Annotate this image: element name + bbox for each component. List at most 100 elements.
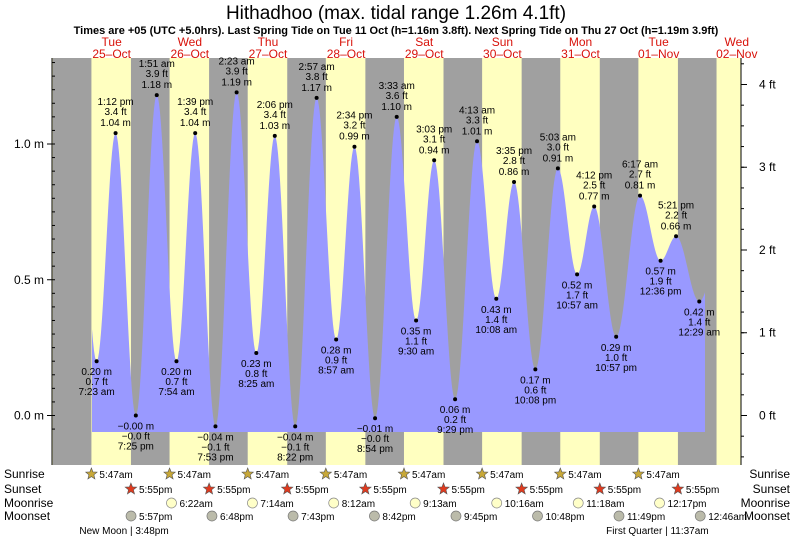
moonset-icon <box>450 510 462 522</box>
extreme-ft: 2.2 ft <box>665 210 687 221</box>
extreme-ft: 0.8 ft <box>245 369 267 380</box>
extreme-ft: 3.9 ft <box>226 66 248 77</box>
tide-curve <box>92 92 705 432</box>
sunset-time: 5:55pm <box>139 485 172 496</box>
extreme-ft: 0.7 ft <box>165 377 187 388</box>
extreme-time: 10:57 pm <box>595 363 637 374</box>
moonrise-time: 7:14am <box>260 499 293 510</box>
sunset-time: 5:55pm <box>217 485 250 496</box>
sunrise-time: 5:47am <box>568 470 601 481</box>
day-labels: Tue25–OctWed26–OctThu27–OctFri28–OctSat2… <box>92 35 757 61</box>
day-name: Wed <box>178 35 202 49</box>
moonset-time: 7:43pm <box>301 512 334 523</box>
row-label-right: Moonrise <box>741 496 791 510</box>
sunrise-icon <box>553 467 567 480</box>
extreme-m: 0.86 m <box>499 167 530 178</box>
sunset-icon <box>437 482 450 495</box>
extreme-dot <box>592 204 597 209</box>
sunset-icon <box>671 482 685 495</box>
moonset-icon <box>694 510 706 522</box>
tick-label-ft: 1 ft <box>759 326 776 340</box>
day-name: Wed <box>725 35 749 49</box>
extreme-ft: 1.0 ft <box>605 353 627 364</box>
moonrise-time: 8:12am <box>342 499 375 510</box>
moonrise-icon <box>654 497 665 509</box>
extreme-time: 7:53 pm <box>197 452 233 463</box>
extreme-m: 0.94 m <box>419 145 450 156</box>
extreme-time: 8:54 pm <box>357 444 393 455</box>
extreme-dot <box>94 359 99 364</box>
moonset-icon <box>206 510 218 522</box>
extreme-dot <box>373 416 378 421</box>
extreme-ft: 0.6 ft <box>524 385 546 396</box>
tick-label-m: 1.0 m <box>14 137 44 151</box>
extreme-m: −0.00 m <box>118 422 154 433</box>
extreme-time: 2:57 am <box>299 62 335 73</box>
extreme-dot <box>193 131 198 136</box>
day-name: Tue <box>102 35 123 49</box>
extreme-time: 10:08 pm <box>515 395 557 406</box>
extreme-time: 5:21 pm <box>658 200 694 211</box>
extreme-time: 3:03 pm <box>416 124 452 135</box>
extreme-dot <box>475 139 480 144</box>
moonrise-icon <box>328 497 340 509</box>
extreme-m: 1.01 m <box>462 126 493 137</box>
extreme-ft: −0.0 ft <box>361 434 389 445</box>
sunset-time: 5:55pm <box>608 485 641 496</box>
extreme-m: 0.29 m <box>601 343 632 354</box>
extreme-m: 1.18 m <box>141 80 172 91</box>
row-label-right: Sunset <box>753 482 791 496</box>
row-label-left: Moonrise <box>4 496 54 510</box>
extreme-ft: 3.4 ft <box>264 110 286 121</box>
sunrise-time: 5:47am <box>256 470 289 481</box>
extreme-dot <box>113 131 118 136</box>
extreme-ft: −0.0 ft <box>122 432 150 443</box>
extreme-time: 3:35 pm <box>496 146 532 157</box>
chart-subtitle: Times are +05 (UTC +5.0hrs). Last Spring… <box>74 25 719 37</box>
extreme-ft: 1.4 ft <box>688 317 710 328</box>
extreme-m: 0.06 m <box>440 405 471 416</box>
extreme-ft: 3.8 ft <box>305 72 327 83</box>
extreme-dot <box>394 114 399 119</box>
moonrise-time: 10:16am <box>505 499 544 510</box>
sunset-time: 5:55pm <box>295 485 328 496</box>
extreme-time: 7:23 am <box>79 387 115 398</box>
extreme-time: 7:54 am <box>158 387 194 398</box>
sunrise-icon <box>397 467 411 480</box>
moonrise-time: 12:17pm <box>668 499 707 510</box>
extreme-time: 9:30 am <box>398 346 434 357</box>
extreme-dot <box>414 318 419 323</box>
sunset-icon <box>280 482 294 495</box>
moonrise-icon <box>166 497 177 509</box>
extreme-dot <box>154 93 159 98</box>
moonset-icon <box>287 510 299 522</box>
day-name: Tue <box>649 35 670 49</box>
day-name: Mon <box>569 35 592 49</box>
extreme-dot <box>533 367 538 372</box>
extreme-ft: 3.4 ft <box>104 107 126 118</box>
extreme-time: 2:34 pm <box>336 111 372 122</box>
moonrise-time: 9:13am <box>423 499 456 510</box>
extreme-time: 10:57 am <box>556 300 598 311</box>
sunrise-icon <box>84 467 98 480</box>
tide-extreme-labels: 0.20 m0.7 ft7:23 am1:12 pm3.4 ft1.04 m−0… <box>79 56 721 463</box>
extreme-m: 0.42 m <box>684 307 715 318</box>
extreme-ft: 3.1 ft <box>423 134 445 145</box>
sunset-icon <box>515 482 529 495</box>
extreme-m: 1.04 m <box>100 118 131 129</box>
extreme-ft: 3.2 ft <box>343 121 365 132</box>
sunset-icon <box>202 482 216 495</box>
extreme-dot <box>512 180 517 185</box>
sunrise-time: 5:47am <box>490 470 523 481</box>
day-name: Fri <box>339 35 353 49</box>
row-label-right: Sunrise <box>749 467 790 481</box>
moonset-icon <box>613 510 625 522</box>
extreme-ft: 1.4 ft <box>485 315 507 326</box>
extreme-time: 8:57 am <box>318 365 354 376</box>
extreme-ft: 3.0 ft <box>547 142 569 153</box>
axes: 1.0 m 0.5 m 0.0 m 4 ft 3 ft 2 ft 1 ft 0 ft <box>14 58 776 465</box>
extreme-m: 0.91 m <box>543 153 574 164</box>
day-date: 01–Nov <box>638 47 679 61</box>
extreme-time: 10:08 am <box>475 325 517 336</box>
extreme-dot <box>254 351 259 356</box>
